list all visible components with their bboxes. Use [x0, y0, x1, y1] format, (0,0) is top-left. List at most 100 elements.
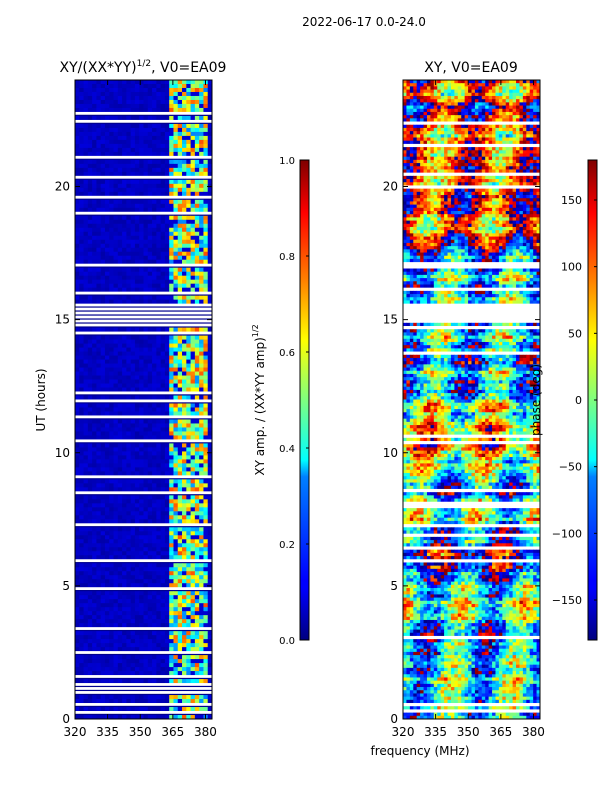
amplitude-cell [147, 379, 153, 384]
amplitude-cell [117, 147, 123, 153]
amplitude-cell [100, 579, 106, 584]
amplitude-cell [164, 607, 170, 612]
amplitude-cell [190, 531, 196, 536]
amplitude-cell [109, 603, 114, 608]
amplitude-cell [186, 623, 191, 628]
amplitude-cell [117, 179, 123, 185]
phase-cell [529, 99, 534, 103]
amplitude-cell [92, 147, 97, 153]
amplitude-cell [182, 515, 187, 520]
amplitude-cell [92, 431, 97, 436]
amplitude-cell [122, 659, 127, 664]
amplitude-cell [126, 131, 132, 137]
amplitude-cell [134, 619, 140, 624]
amplitude-cell [152, 455, 157, 460]
amplitude-cell [190, 151, 196, 157]
phase-cell [481, 95, 486, 100]
phase-cell [471, 99, 476, 103]
amplitude-cell [152, 183, 157, 189]
amplitude-cell [194, 259, 200, 265]
amplitude-cell [139, 247, 144, 253]
amplitude-cell [96, 567, 102, 572]
amplitude-cell [177, 423, 183, 428]
amplitude-cell [186, 567, 191, 572]
phase-cell [502, 115, 507, 119]
amplitude-cell [164, 387, 170, 392]
phase-cell [492, 137, 496, 142]
amplitude-cell [75, 147, 80, 153]
amplitude-cell [130, 667, 136, 672]
phase-cell [457, 83, 462, 87]
amplitude-cell [169, 139, 174, 145]
amplitude-cell [79, 287, 84, 293]
amplitude-cell [104, 223, 110, 229]
amplitude-cell [104, 499, 110, 504]
amplitude-cell [113, 275, 119, 281]
amplitude-cell [122, 159, 127, 165]
amplitude-cell [156, 279, 162, 285]
amplitude-cell [156, 183, 162, 189]
amplitude-cell [130, 167, 136, 173]
amplitude-cell [122, 147, 127, 153]
amplitude-cell [156, 579, 162, 584]
amplitude-cell [143, 187, 149, 193]
phase-cell [409, 118, 414, 122]
amplitude-cell [190, 103, 196, 109]
amplitude-cell [83, 419, 89, 424]
amplitude-cell [177, 367, 183, 372]
amplitude-cell [113, 395, 119, 400]
amplitude-cell [169, 519, 174, 524]
amplitude-cell [156, 455, 162, 460]
phase-cell [481, 108, 486, 113]
amplitude-cell [186, 147, 191, 153]
amplitude-cell [160, 659, 166, 664]
amplitude-cell [164, 639, 170, 644]
amplitude-cell [79, 407, 84, 412]
amplitude-cell [79, 655, 84, 660]
amplitude-cell [164, 259, 170, 265]
amplitude-cell [134, 551, 140, 556]
amplitude-cell [134, 695, 140, 700]
amplitude-cell [117, 467, 123, 472]
amplitude-cell [79, 643, 84, 648]
amplitude-cell [83, 163, 89, 169]
amplitude-cell [130, 123, 136, 129]
amplitude-cell [194, 383, 200, 388]
amplitude-cell [190, 283, 196, 289]
amplitude-cell [75, 255, 80, 261]
amplitude-cell [109, 239, 114, 245]
amplitude-cell [194, 251, 200, 257]
amplitude-cell [83, 519, 89, 524]
phase-cell [437, 147, 442, 151]
amplitude-cell [130, 679, 136, 684]
amplitude-cell [100, 207, 106, 213]
amplitude-cell [83, 271, 89, 277]
amplitude-cell [156, 459, 162, 464]
amplitude-flag-gap [75, 211, 212, 215]
phase-cell [406, 127, 411, 132]
amplitude-cell [117, 411, 123, 416]
amplitude-cell [177, 667, 183, 672]
amplitude-cell [194, 227, 200, 233]
amplitude-cell [96, 451, 102, 456]
amplitude-cell [160, 695, 166, 700]
amplitude-cell [169, 235, 174, 241]
amplitude-cell [164, 463, 170, 468]
amplitude-cell [117, 443, 123, 448]
amplitude-cell [182, 615, 187, 620]
amplitude-cell [194, 335, 200, 340]
phase-cell [522, 83, 527, 87]
amplitude-cell [152, 419, 157, 424]
amplitude-cell [100, 623, 106, 628]
amplitude-cell [139, 239, 144, 245]
amplitude-cell [130, 695, 136, 700]
amplitude-cell [169, 563, 174, 568]
amplitude-cell [122, 267, 127, 273]
phase-cell [426, 150, 431, 154]
amplitude-cell [160, 539, 166, 544]
amplitude-cell [169, 99, 174, 105]
amplitude-cell [126, 699, 132, 704]
amplitude-cell [177, 287, 183, 293]
amplitude-cell [156, 679, 162, 684]
amplitude-cell [177, 279, 183, 285]
